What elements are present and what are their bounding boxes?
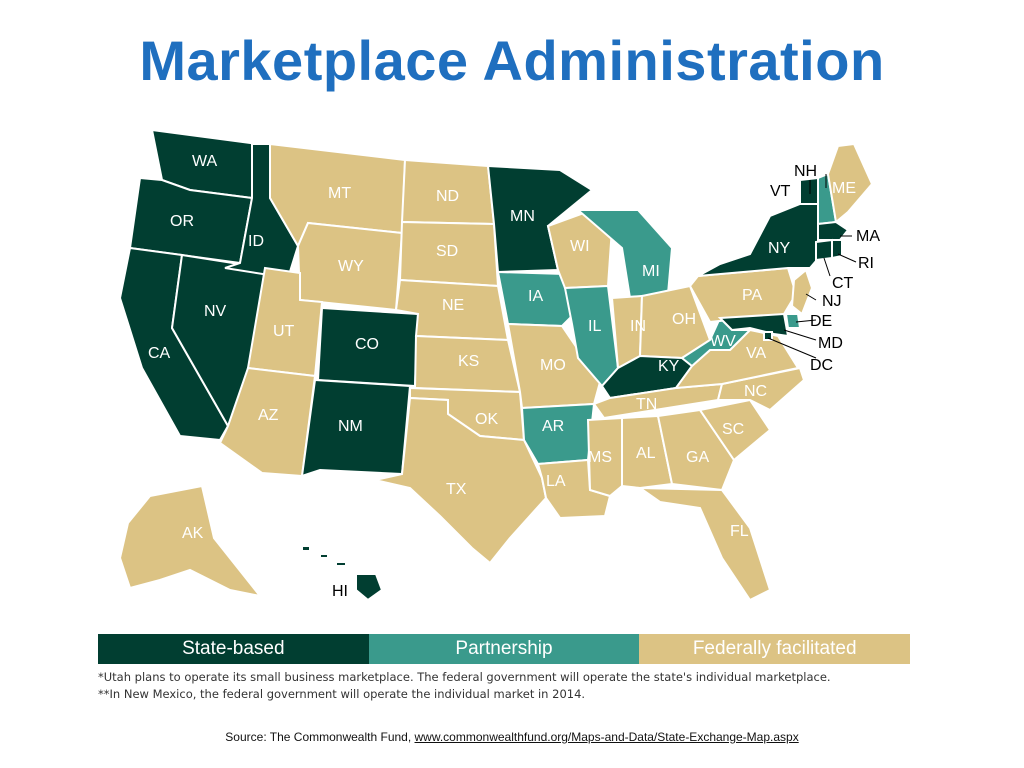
state-label-md: MD [818,335,843,352]
legend-label: Partnership [455,638,553,659]
state-VT [799,176,819,205]
callout-lines [767,174,857,359]
us-map-svg: WA OR CA NV ID MT WY UT AZ CO NM ND SD NE KS OK TX MN IA MO… [118,128,880,602]
footnote: **In New Mexico, the federal government … [98,687,586,701]
footnotes: *Utah plans to operate its small busines… [98,669,898,709]
state-label-nd: ND [436,188,459,205]
state-label-wv: WV [710,333,736,350]
state-label-ky: KY [658,358,680,375]
state-MD [717,312,790,338]
state-MS [586,416,623,498]
state-label-ms: MS [588,449,612,466]
state-CT [815,238,833,262]
state-label-ar: AR [542,418,564,435]
state-label-il: IL [588,318,601,335]
state-label-ny: NY [768,240,791,257]
state-label-ne: NE [442,297,464,314]
us-map: WA OR CA NV ID MT WY UT AZ CO NM ND SD NE KS OK TX MN IA MO… [110,118,910,618]
state-label-ok: OK [475,411,498,428]
state-label-va: VA [746,345,766,362]
state-DE [784,313,802,329]
state-label-de: DE [810,313,832,330]
state-label-ma: MA [856,228,880,245]
state-label-al: AL [636,445,656,462]
state-GA [656,408,736,492]
state-label-ri: RI [858,255,874,272]
page-title: Marketplace Administration [139,29,885,92]
state-label-mo: MO [540,357,566,374]
state-label-in: IN [630,318,646,335]
state-label-la: LA [546,473,566,490]
legend-item-partnership: Partnership [368,634,640,664]
state-NM [300,378,412,478]
source-prefix: Source: The Commonwealth Fund, [225,730,415,744]
legend-item-state-based: State-based [98,634,369,664]
state-label-tn: TN [636,396,657,413]
state-label-mt: MT [328,185,351,202]
state-label-ga: GA [686,449,709,466]
state-NY [697,203,824,277]
footnote: *Utah plans to operate its small busines… [98,670,831,684]
state-labels: WA OR CA NV ID MT WY UT AZ CO NM ND SD NE KS OK TX MN IA MO… [148,153,880,600]
state-label-id: ID [248,233,264,250]
legend: State-based Partnership Federally facili… [98,634,911,664]
state-label-nh: NH [794,163,817,180]
state-label-pa: PA [742,287,762,304]
state-label-wy: WY [338,258,364,275]
state-NJ [790,268,814,316]
state-label-ak: AK [182,525,204,542]
source-line: Source: The Commonwealth Fund, www.commo… [0,730,1024,744]
state-label-ks: KS [458,353,479,370]
state-label-ut: UT [273,323,295,340]
state-label-ca: CA [148,345,171,362]
state-label-vt: VT [770,183,791,200]
state-label-dc: DC [810,357,833,374]
state-TX [374,396,548,565]
state-label-nj: NJ [822,293,842,310]
state-label-sc: SC [722,421,744,438]
state-SC [698,398,772,462]
state-AL [621,414,674,490]
state-label-mi: MI [642,263,660,280]
state-label-mn: MN [510,208,535,225]
state-label-ct: CT [832,275,854,292]
legend-label: State-based [182,638,285,659]
state-label-wa: WA [192,153,218,170]
state-label-nv: NV [204,303,227,320]
state-label-oh: OH [672,311,696,328]
state-WY [296,221,404,312]
legend-label: Federally facilitated [692,638,857,659]
state-label-tx: TX [446,481,467,498]
state-label-fl: FL [730,523,749,540]
state-HI [301,545,384,602]
state-MA [817,220,850,241]
state-label-nm: NM [338,418,363,435]
state-FL [636,486,772,602]
legend-item-federal: Federally facilitated [639,634,911,664]
source-link[interactable]: www.commonwealthfund.org/Maps-and-Data/S… [414,730,799,744]
state-AZ [218,366,317,478]
state-label-az: AZ [258,407,279,424]
state-label-wi: WI [570,238,590,255]
state-label-nc: NC [744,383,767,400]
state-label-ia: IA [528,288,543,305]
state-label-or: OR [170,213,194,230]
state-label-me: ME [832,180,856,197]
state-AK [118,484,263,598]
state-label-hi: HI [332,583,348,600]
state-label-sd: SD [436,243,458,260]
state-label-co: CO [355,336,379,353]
